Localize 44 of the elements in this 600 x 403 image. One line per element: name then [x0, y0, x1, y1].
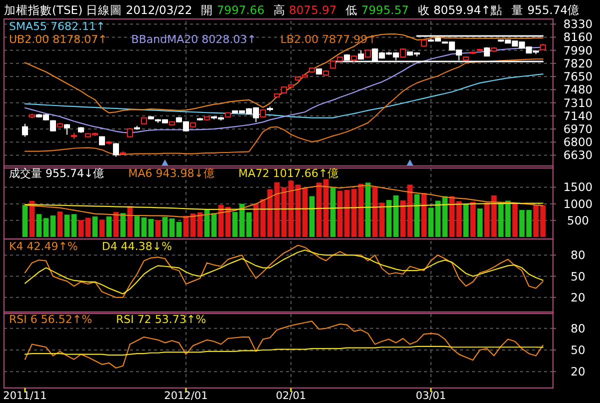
y-tick-label: 1000	[563, 196, 593, 211]
y-tick-label: 8160	[563, 30, 593, 44]
y-tick-label: 6800	[563, 135, 593, 150]
y-tick-label: 50	[570, 269, 586, 284]
candlestick	[22, 123, 28, 138]
legend: UB2.00 8178.07↑	[9, 33, 108, 46]
x-tick-label: 2011/11	[3, 390, 47, 402]
y-tick-label: 7140	[563, 108, 593, 123]
legend: RSI 72 53.73↑%	[116, 313, 206, 326]
y-tick-label: 7650	[563, 70, 593, 84]
y-tick-label: 7990	[563, 43, 593, 58]
y-tick-label: 6970	[563, 122, 593, 136]
y-tick-label: 80	[570, 321, 586, 336]
y-tick-label: 80	[570, 248, 586, 262]
legend: D4 44.38↓%	[102, 240, 172, 253]
annotation: 開 7997.66	[201, 3, 264, 17]
annotation: 低 7995.57	[346, 3, 409, 17]
legend: K4 42.49↑%	[9, 240, 78, 253]
title: 加權指數(TSE) 日線圖 2012/03/22	[4, 3, 192, 17]
y-tick-label: 7820	[563, 56, 593, 70]
y-tick-label: 6630	[563, 148, 593, 162]
candlestick	[358, 50, 364, 60]
y-tick-label: 8330	[563, 17, 593, 32]
legend: SMA55 7682.11↑	[9, 20, 106, 33]
annotation: 高 8075.97	[273, 3, 337, 17]
y-tick-label: 7480	[563, 82, 593, 97]
legend: RSI 6 56.52↑%	[9, 313, 92, 326]
y-tick-label: 20	[570, 290, 586, 304]
candlestick	[456, 49, 462, 61]
y-tick-label: 50	[570, 343, 586, 357]
candlestick	[252, 106, 259, 123]
legend: MA72 1017.66↑億	[238, 167, 339, 180]
x-tick-label: 2012/01	[164, 390, 208, 402]
y-tick-label: 500	[567, 213, 589, 228]
y-tick-label: 7310	[563, 96, 593, 110]
y-tick-label: 20	[570, 364, 586, 379]
x-tick-label: 03/01	[416, 390, 446, 402]
legend: 成交量 955.74↓億	[9, 167, 104, 180]
legend: MA6 943.98↓億	[128, 167, 214, 180]
legend: BBandMA20 8028.03↑	[131, 33, 256, 46]
annotation: 收 8059.94↑點	[418, 3, 503, 17]
y-tick-label: 1500	[563, 180, 593, 194]
x-tick-label: 02/01	[276, 390, 306, 402]
annotation: 量 955.74億	[512, 3, 580, 17]
